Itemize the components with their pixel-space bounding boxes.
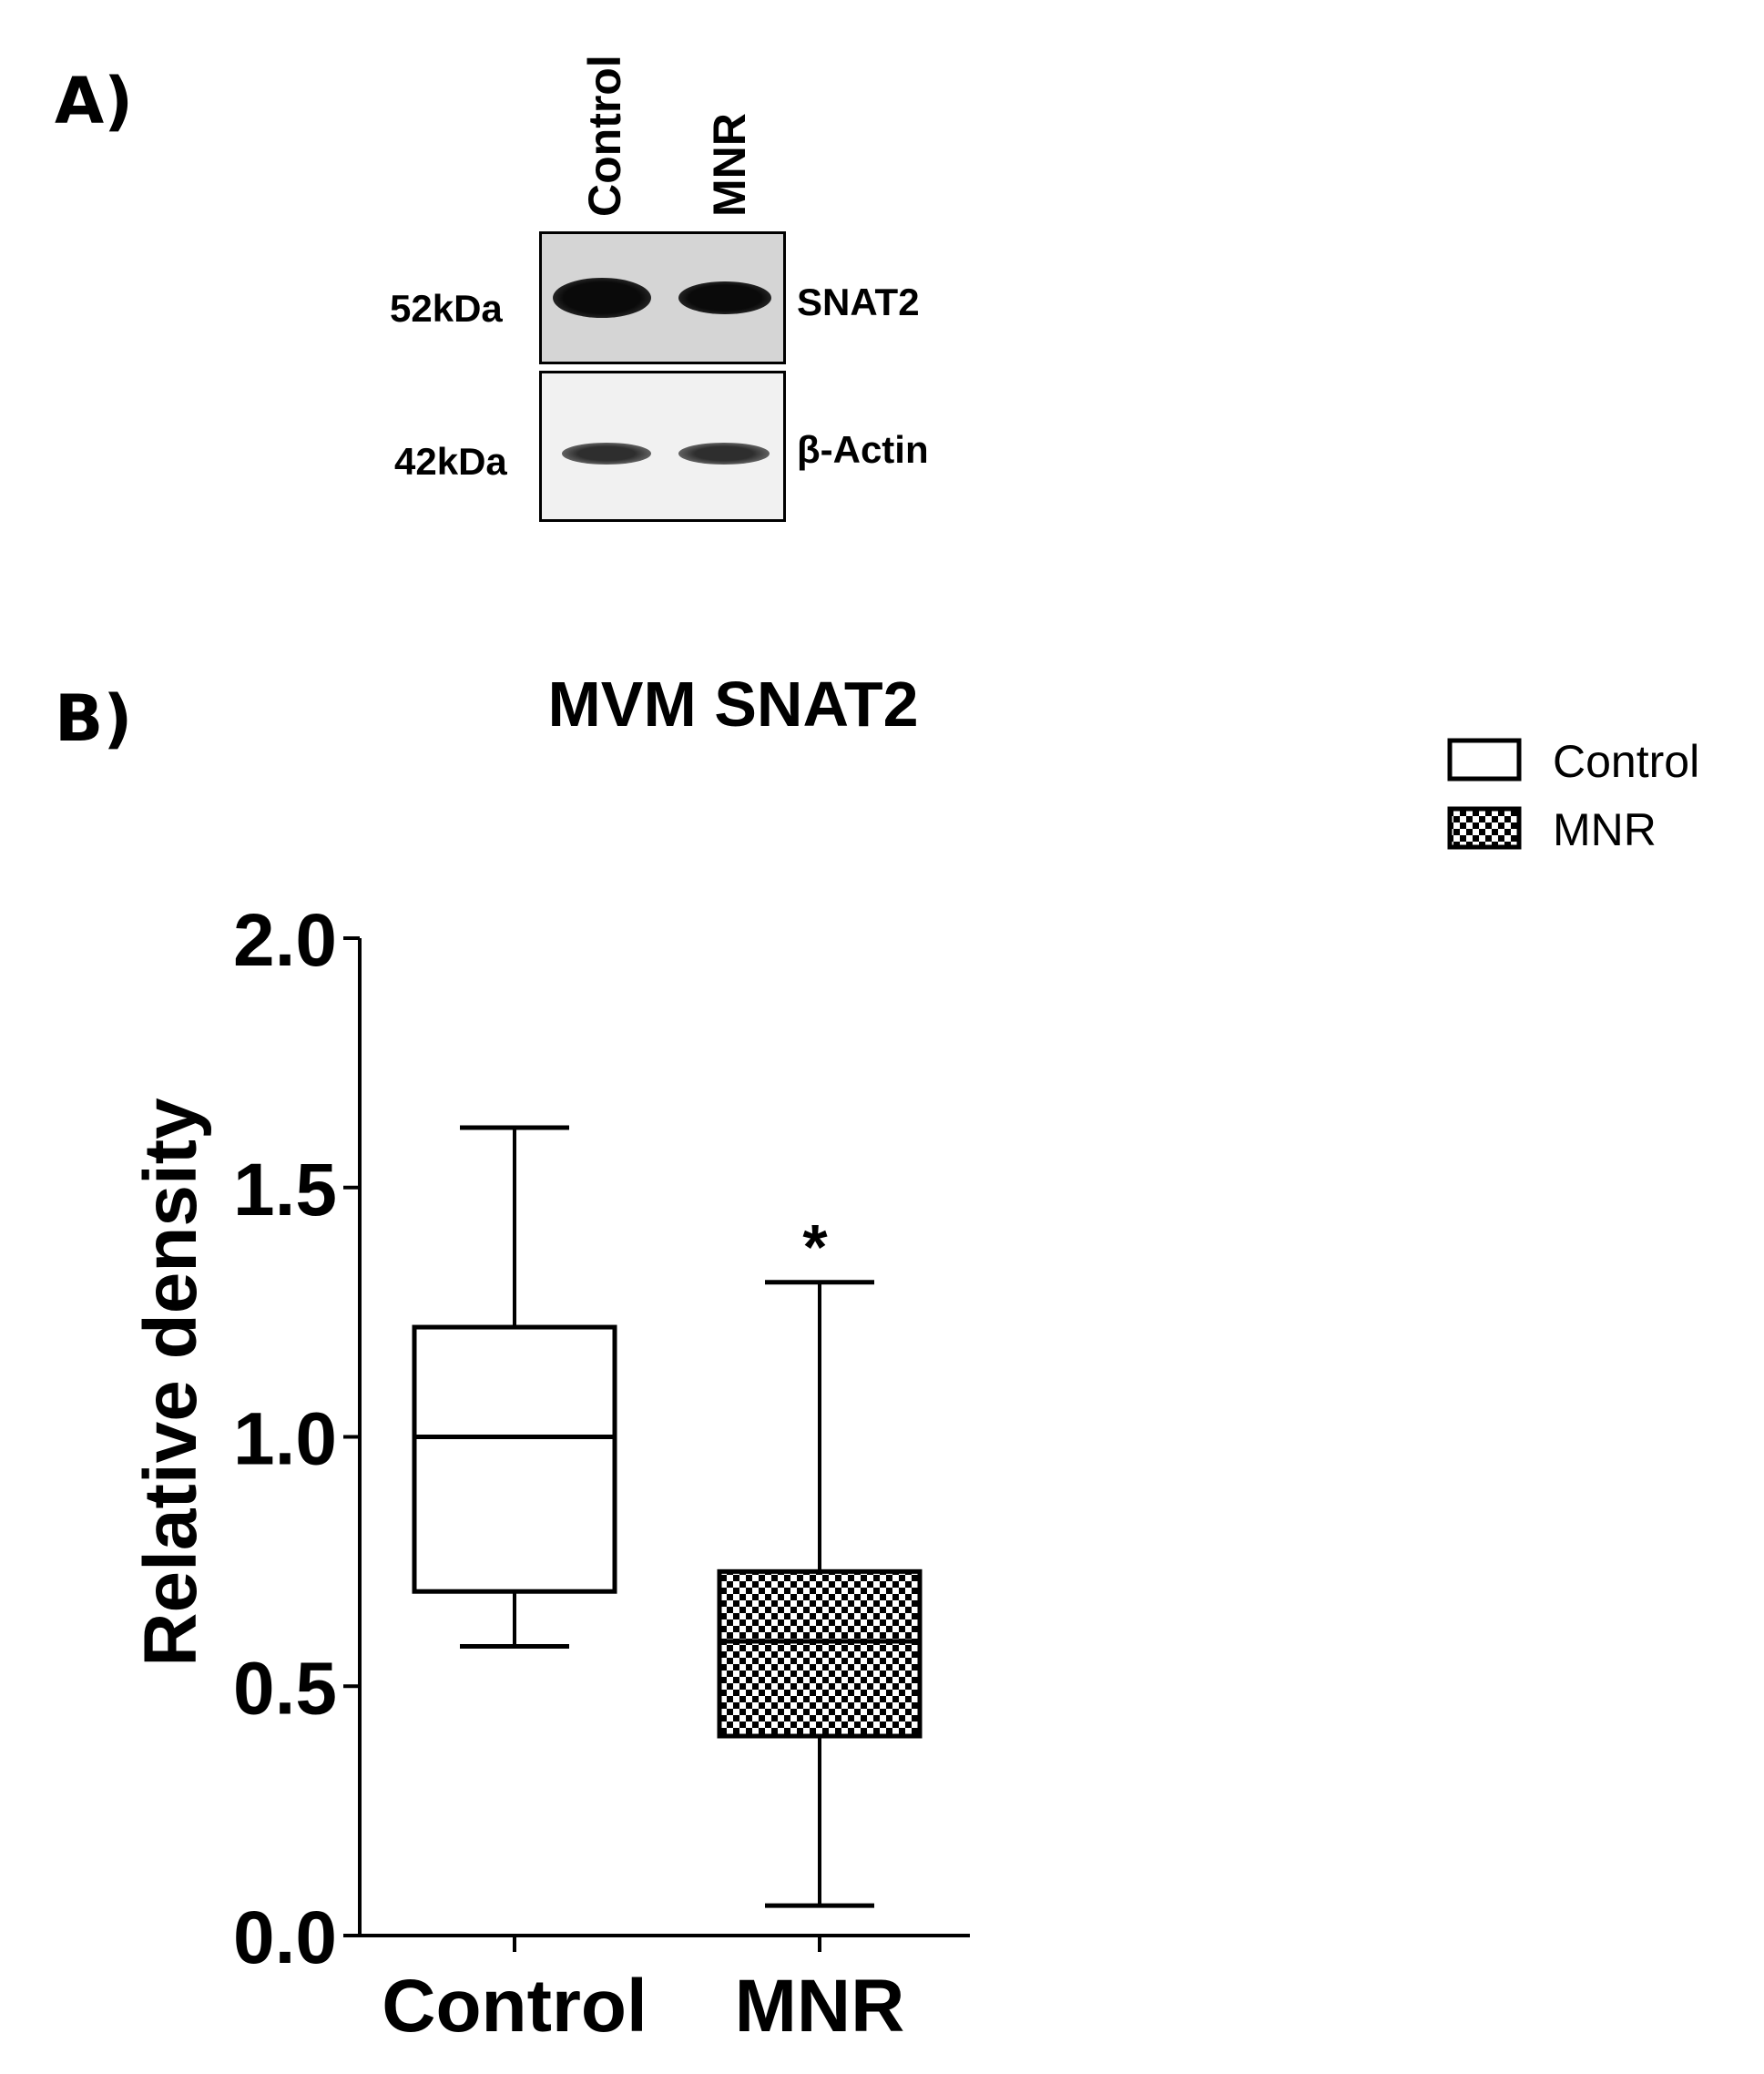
actin-protein-label: β-Actin bbox=[797, 428, 929, 471]
snat2-protein-label: SNAT2 bbox=[797, 281, 920, 323]
legend-swatch-1 bbox=[1447, 806, 1522, 850]
legend-label-0: Control bbox=[1553, 736, 1699, 787]
chart-title: MVM SNAT2 bbox=[547, 669, 919, 740]
box-iqr bbox=[412, 1324, 617, 1594]
legend-label-1: MNR bbox=[1553, 804, 1657, 855]
snat2-band-mnr bbox=[678, 281, 771, 314]
legend-swatch-0 bbox=[1447, 738, 1522, 782]
x-tick-label-0: Control bbox=[382, 1965, 647, 2048]
x-tick-label-1: MNR bbox=[735, 1965, 905, 2048]
actin-size-label: 42kDa bbox=[394, 440, 507, 483]
y-tick-label-4: 2.0 bbox=[233, 899, 337, 982]
actin-band-control bbox=[562, 443, 651, 465]
panel-a-letter: A) bbox=[55, 64, 134, 138]
box-mnr: * bbox=[717, 1211, 923, 1908]
panel-b-letter: B) bbox=[55, 681, 133, 756]
significance-marker: * bbox=[802, 1211, 828, 1282]
actin-band-mnr bbox=[678, 443, 770, 465]
y-axis-title: Relative density bbox=[129, 1098, 212, 1667]
y-tick-label-0: 0.0 bbox=[233, 1896, 337, 1979]
actin-blot bbox=[539, 371, 786, 522]
box-iqr bbox=[717, 1568, 923, 1739]
snat2-band-control bbox=[553, 278, 651, 318]
snat2-size-label: 52kDa bbox=[390, 287, 503, 330]
box-control bbox=[412, 1125, 617, 1649]
snat2-blot bbox=[539, 231, 786, 364]
y-tick-label-2: 1.0 bbox=[233, 1398, 337, 1481]
y-tick-label-3: 1.5 bbox=[233, 1149, 337, 1231]
y-tick-label-1: 0.5 bbox=[233, 1647, 337, 1730]
